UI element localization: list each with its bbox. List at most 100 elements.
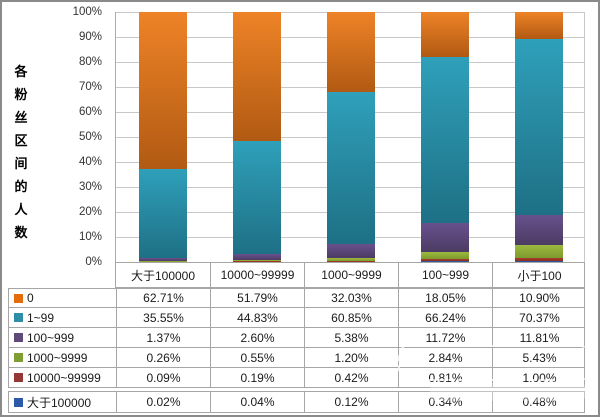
value-cell: 0.81% xyxy=(398,368,492,387)
bar-segment xyxy=(139,168,187,258)
bar-segment xyxy=(421,261,469,262)
bar-segment xyxy=(515,258,563,261)
y-tick-label: 10% xyxy=(78,231,102,243)
y-tick-label: 40% xyxy=(78,156,102,168)
bar-segment xyxy=(515,244,563,259)
bar-segment xyxy=(515,12,563,40)
y-axis-title-char: 粉 xyxy=(14,87,28,102)
category-label: 1000~9999 xyxy=(304,263,398,287)
table-row: 1~99 35.55% 44.83% 60.85% 66.24% 70.37% xyxy=(8,308,585,328)
y-axis-title-char: 的 xyxy=(14,179,28,194)
value-cell: 32.03% xyxy=(304,289,398,307)
y-axis-title-char: 各 xyxy=(14,64,28,79)
value-cell: 0.12% xyxy=(304,392,398,412)
value-cell: 35.55% xyxy=(116,308,210,327)
stacked-bar xyxy=(327,12,375,262)
bar-segment xyxy=(515,260,563,262)
category-label: 小于100 xyxy=(492,263,586,287)
value-cell: 66.24% xyxy=(398,308,492,327)
y-tick-label: 0% xyxy=(85,256,102,268)
table-row: 1000~9999 0.26% 0.55% 1.20% 2.84% 5.43% xyxy=(8,348,585,368)
value-cell: 0.42% xyxy=(304,368,398,387)
legend-cell: 0 xyxy=(9,289,116,307)
legend-color-swatch-icon xyxy=(14,313,23,322)
y-tick-label: 70% xyxy=(78,81,102,93)
value-cell: 5.43% xyxy=(492,348,586,367)
legend-series-label: 大于100000 xyxy=(27,395,92,410)
y-axis-title-char: 人 xyxy=(14,202,28,217)
table-row: 0 62.71% 51.79% 32.03% 18.05% 10.90% xyxy=(8,288,585,308)
legend-cell: 100~999 xyxy=(9,328,116,347)
category-label: 10000~99999 xyxy=(210,263,304,287)
value-cell: 0.04% xyxy=(210,392,304,412)
value-cell: 0.55% xyxy=(210,348,304,367)
bar-segment xyxy=(327,260,375,262)
bar-segment xyxy=(327,244,375,258)
legend-cell: 1000~9999 xyxy=(9,348,116,367)
value-cell: 2.60% xyxy=(210,328,304,347)
table-row: 100~999 1.37% 2.60% 5.38% 11.72% 11.81% xyxy=(8,328,585,348)
bar-segment xyxy=(421,259,469,262)
bar-segment xyxy=(233,253,281,261)
x-axis-category-row: 大于100000 10000~99999 1000~9999 100~999 小于100 xyxy=(115,262,585,288)
y-tick-label: 80% xyxy=(78,56,102,68)
bar-segment xyxy=(139,12,187,169)
plot-area xyxy=(115,12,585,263)
legend-color-swatch-icon xyxy=(14,293,23,303)
category-label: 大于100000 xyxy=(130,268,196,283)
value-cell: 1.37% xyxy=(116,328,210,347)
value-cell: 0.19% xyxy=(210,368,304,387)
y-axis-title-char: 间 xyxy=(14,156,28,171)
value-cell: 0.09% xyxy=(116,368,210,387)
legend-cell: 10000~99999 xyxy=(9,368,116,387)
table-row: 10000~99999 0.09% 0.19% 0.42% 0.81% 1.00% xyxy=(8,368,585,388)
legend-color-swatch-icon xyxy=(14,333,23,342)
bar-segment xyxy=(421,12,469,58)
stacked-bar xyxy=(421,12,469,262)
value-cell: 0.26% xyxy=(116,348,210,367)
bar-segment xyxy=(421,252,469,260)
value-cell: 44.83% xyxy=(210,308,304,327)
bar-segment xyxy=(515,39,563,216)
value-cell: 1.00% xyxy=(492,368,586,387)
bar-segment xyxy=(233,12,281,142)
legend-series-label: 1~99 xyxy=(27,310,55,325)
y-axis-title-char: 数 xyxy=(14,225,28,240)
data-table: 0 62.71% 51.79% 32.03% 18.05% 10.90% 1~99 35.55… xyxy=(8,288,585,413)
legend-color-swatch-icon xyxy=(14,373,23,382)
y-tick-label: 90% xyxy=(78,31,102,43)
legend-color-swatch-icon xyxy=(14,353,23,362)
legend-series-label: 100~999 xyxy=(27,330,75,345)
y-tick-label: 50% xyxy=(78,131,102,143)
value-cell: 0.34% xyxy=(398,392,492,412)
value-cell: 0.02% xyxy=(116,392,210,412)
y-tick-label: 30% xyxy=(78,181,102,193)
bar-segment xyxy=(327,12,375,93)
bar-segment xyxy=(139,261,187,262)
stacked-bar xyxy=(139,12,187,262)
value-cell: 62.71% xyxy=(116,289,210,307)
bar-segment xyxy=(233,141,281,254)
legend-color-swatch-icon xyxy=(14,397,23,407)
table-row: 大于100000 0.02% 0.04% 0.12% 0.34% 0.48% xyxy=(8,391,585,413)
y-axis-ticks: 100% 90% 80% 70% 60% 50% 40% 30% 20% 10% 0% xyxy=(32,6,108,268)
value-cell: 60.85% xyxy=(304,308,398,327)
bar-segment xyxy=(327,92,375,245)
stacked-bar xyxy=(233,12,281,262)
value-cell: 18.05% xyxy=(398,289,492,307)
bar-segment xyxy=(421,57,469,223)
value-cell: 1.20% xyxy=(304,348,398,367)
legend-cell: 大于100000 xyxy=(9,392,116,412)
y-axis-title-char: 区 xyxy=(14,133,28,148)
legend-series-label: 10000~99999 xyxy=(27,370,101,385)
value-cell: 11.81% xyxy=(492,328,586,347)
legend-cell: 1~99 xyxy=(9,308,116,327)
legend-series-label: 0 xyxy=(27,291,34,305)
bar-segment xyxy=(327,257,375,261)
value-cell: 2.84% xyxy=(398,348,492,367)
value-cell: 51.79% xyxy=(210,289,304,307)
bar-segment xyxy=(139,257,187,262)
y-tick-label: 20% xyxy=(78,206,102,218)
bar-segment xyxy=(421,222,469,253)
